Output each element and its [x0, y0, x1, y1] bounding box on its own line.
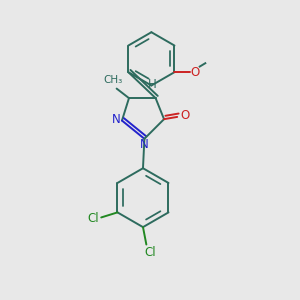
Text: N: N [140, 139, 149, 152]
Text: O: O [180, 109, 189, 122]
Text: N: N [111, 113, 120, 127]
Text: H: H [148, 78, 157, 91]
Text: Cl: Cl [88, 212, 99, 225]
Text: Cl: Cl [144, 246, 155, 259]
Text: O: O [190, 66, 200, 79]
Text: CH₃: CH₃ [103, 75, 123, 85]
